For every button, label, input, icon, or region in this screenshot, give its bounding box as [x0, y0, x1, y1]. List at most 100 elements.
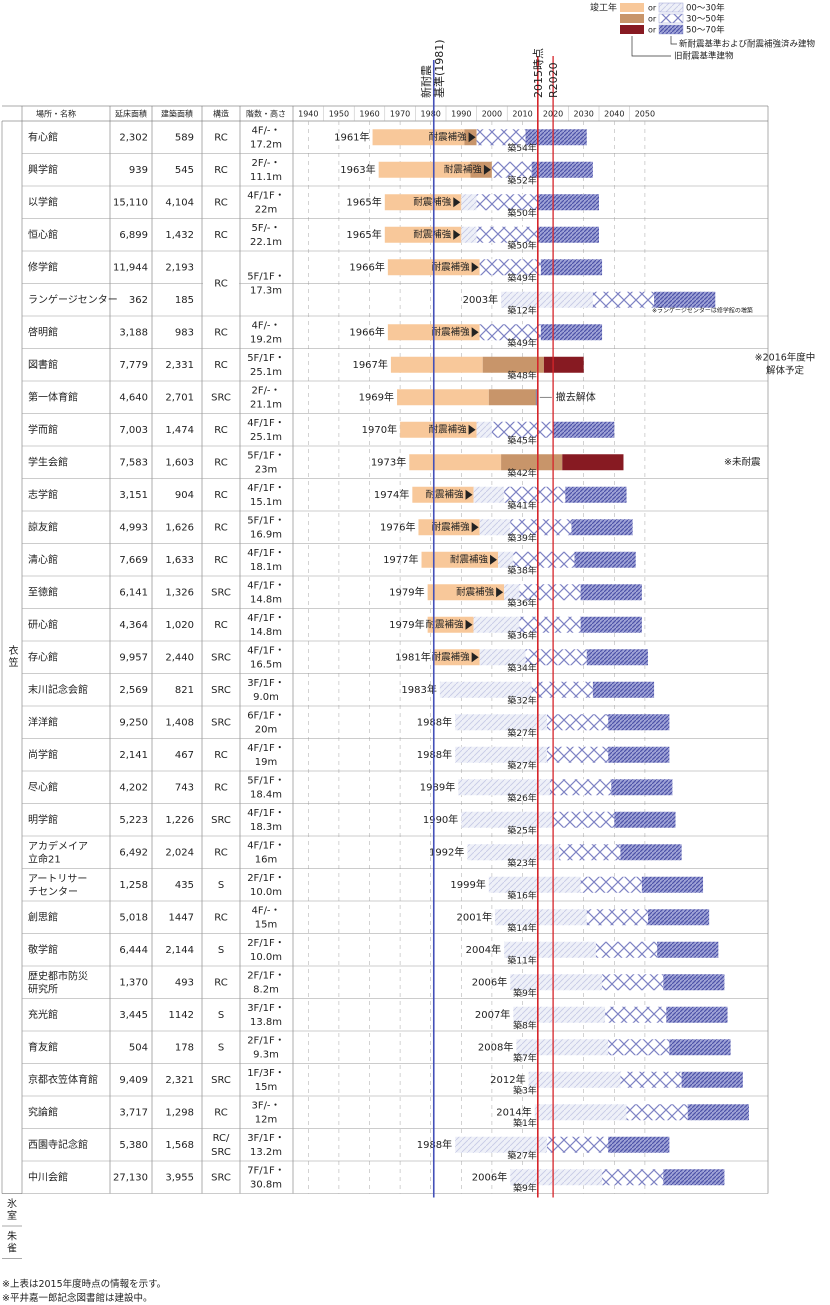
completion-year-label: 1966年	[349, 325, 384, 338]
floor-area: 15,110	[113, 197, 148, 208]
floor-area: 3,188	[119, 327, 148, 338]
bar-segment-old-0-30	[378, 161, 471, 178]
reinforce-label: 耐震補強	[426, 618, 465, 630]
floor-area: 6,899	[119, 230, 148, 241]
bar-segment-new-50-70	[657, 941, 719, 958]
reinforce-label: 耐震補強	[413, 228, 452, 240]
age-label: 築34年	[507, 662, 536, 674]
bar-segment-new-30-50	[626, 1104, 688, 1121]
completion-year-label: 1967年	[352, 358, 387, 371]
completion-year-label: 1970年	[362, 423, 397, 436]
height: 13.8m	[250, 1017, 282, 1028]
building-area: 1,633	[165, 555, 194, 566]
floors: 4F/1F・	[247, 190, 285, 201]
building-area: 1,626	[165, 522, 194, 533]
age-label: 築38年	[507, 565, 536, 577]
year-tick-label: 1940	[298, 110, 318, 119]
building-name: 洋洋館	[28, 715, 58, 728]
bar-segment-new-50-70	[553, 421, 615, 438]
bar-segment-new-0-30	[455, 1136, 547, 1153]
campus-name-char: 氷	[7, 1197, 17, 1210]
age-label: 築26年	[507, 792, 536, 804]
reinforce-label: 耐震補強	[432, 651, 471, 663]
reinforce-label: 耐震補強	[429, 423, 468, 435]
year-tick-label: 2050	[635, 110, 655, 119]
floor-area: 6,444	[119, 945, 148, 956]
bar-segment-new-0-30	[534, 1104, 627, 1121]
completion-year-label: 2003年	[463, 293, 498, 306]
bar-segment-new-30-50	[491, 421, 554, 438]
floor-area: 3,717	[119, 1107, 148, 1118]
height: 18.1m	[250, 562, 282, 573]
age-label: 築42年	[507, 467, 536, 479]
building-name: 学而館	[28, 423, 58, 436]
bar-segment-new-30-50	[531, 681, 593, 698]
bar-segment-new-30-50	[519, 584, 581, 601]
building-name: 中川会館	[28, 1170, 68, 1183]
building-area: 1,226	[165, 815, 194, 826]
completion-year-label: 2006年	[472, 975, 507, 988]
floor-area: 5,018	[119, 912, 148, 923]
floor-area: 7,003	[119, 425, 148, 436]
floor-area: 1,370	[119, 977, 148, 988]
current-year-label: 2015時点	[532, 48, 545, 98]
building-area: 983	[175, 327, 194, 338]
completion-year-label: 1990年	[423, 813, 458, 826]
building-area: 2,321	[165, 1075, 194, 1086]
bar-segment-old-30-50	[470, 161, 492, 178]
bar-segment-new-0-30	[498, 551, 514, 568]
bar-layer: 耐震補強1961年築54年耐震補強1963年築52年耐震補強1965年築50年耐…	[334, 129, 815, 1194]
completion-year-label: 2008年	[478, 1040, 513, 1053]
building-name: 尽心館	[28, 780, 58, 793]
legend-or: or	[648, 26, 657, 35]
legend-connector-old	[631, 36, 671, 57]
bar-segment-new-0-30	[479, 649, 526, 666]
building-row: 諒友館 4,993 1,626 RC 5F/1F・ 16.9m	[28, 515, 285, 540]
column-header: 延床面積	[115, 109, 147, 119]
bar-segment-new-0-30	[458, 779, 551, 796]
year-tick-label: 2010	[512, 110, 532, 119]
reinforce-arrow	[453, 229, 461, 240]
age-label: 築16年	[507, 890, 536, 902]
legend-or: or	[648, 15, 657, 24]
building-name: 育友館	[28, 1040, 58, 1053]
height: 16m	[255, 854, 277, 865]
building-row: 以学館 15,110 4,104 RC 4F/1F・ 22m	[28, 190, 285, 215]
year-tick-label: 1980	[421, 110, 441, 119]
floors: 7F/1F・	[247, 1165, 285, 1176]
floors: 5F/-・	[251, 223, 280, 234]
structure: RC	[214, 197, 227, 208]
bar-segment-new-0-30	[461, 226, 477, 243]
building-area: 821	[175, 685, 194, 696]
reinforce-label: 耐震補強	[450, 553, 489, 565]
building-row: 有心館 2,302 589 RC 4F/-・ 17.2m	[28, 125, 282, 150]
quake-standard-label: 基準(1981)	[432, 39, 446, 98]
building-row: 京都衣笠体育館 9,409 2,321 SRC 1F/3F・ 15m	[28, 1068, 285, 1093]
building-area: 1,474	[165, 425, 194, 436]
unsafe-note: ※未耐震	[724, 456, 761, 468]
bar-segment-new-30-50	[504, 486, 566, 503]
bar-segment-new-30-50	[546, 714, 609, 731]
building-name: 創思館	[28, 910, 58, 923]
year-tick-label: 2030	[574, 110, 594, 119]
floor-area: 5,380	[119, 1140, 148, 1151]
building-area: 1447	[169, 912, 194, 923]
age-label: 築50年	[507, 240, 536, 252]
bar-segment-new-50-70	[666, 1006, 728, 1023]
building-name: 明学館	[28, 813, 58, 826]
bar-segment-new-50-70	[608, 714, 670, 731]
age-label: 築9年	[513, 1182, 537, 1194]
floors: 4F/-・	[251, 320, 280, 331]
bar-segment-new-0-30	[516, 1039, 609, 1056]
age-label: 築23年	[507, 857, 536, 869]
structure: RC	[214, 912, 227, 923]
demolish-note: ※2016年度中	[755, 351, 816, 363]
bar-segment-old-0-30	[397, 389, 489, 406]
floors: 4F/1F・	[247, 548, 285, 559]
completion-year-label: 1969年	[359, 390, 394, 403]
reinforce-arrow	[453, 197, 461, 208]
structure: SRC	[211, 1147, 231, 1158]
